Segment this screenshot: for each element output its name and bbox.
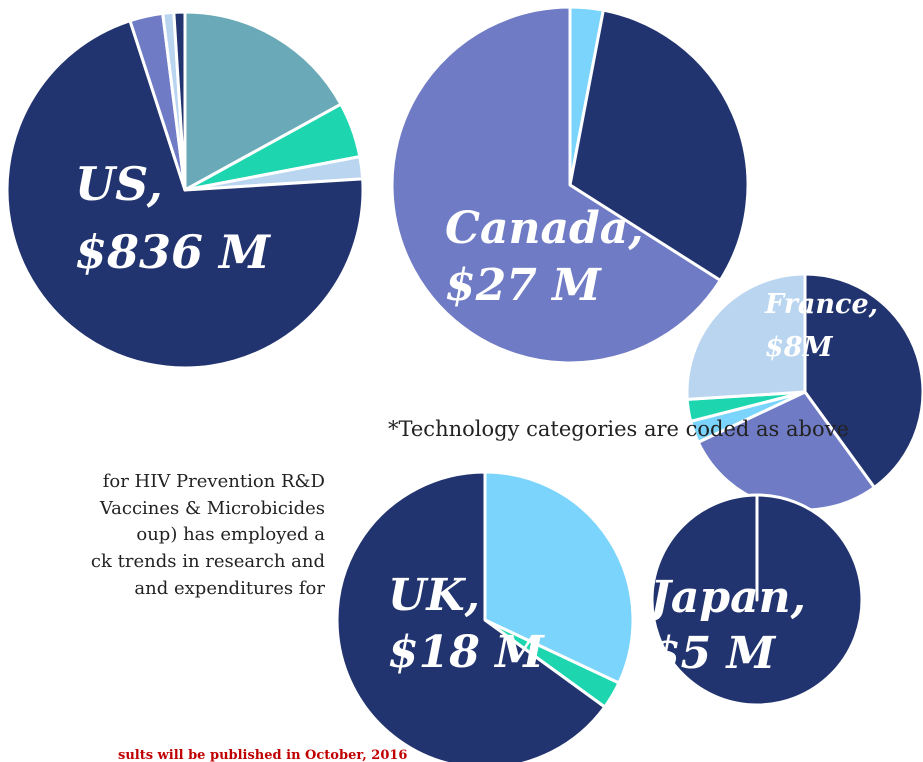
pie-slice [390,5,722,365]
paragraph-line: ck trends in research and [91,551,325,572]
pie-slice [183,10,343,192]
pie-label: $27 M [445,260,602,311]
notice: sults will be published in October, 2016 [118,748,407,762]
pie-label: US, [75,157,163,211]
pie-label: $18 M [388,627,545,678]
pie-slice [803,272,923,489]
pie-chart: Canada, $27 M [390,5,750,365]
pie-chart: France, $8M [685,272,923,512]
pie-slice [172,10,187,192]
pie-label: Canada, [445,203,644,254]
paragraph-line: oup) has employed a [136,524,325,545]
pie-label: $836 M [75,225,272,279]
pie-label: $5 M [650,628,777,679]
pie-label: Japan, [643,572,806,623]
pie-slice [335,470,607,762]
footnote: *Technology categories are coded as abov… [388,417,849,441]
pie-chart: UK, $18 M [335,470,635,762]
pie-slice [5,19,365,370]
paragraph-line: for HIV Prevention R&D [103,471,325,492]
paragraph: for HIV Prevention R&D Vaccines & Microb… [91,471,325,599]
pie-chart: Japan,$5 M [643,493,864,707]
pie-label: UK, [388,570,480,621]
pie-label: $8M [765,332,834,363]
pie-label: France, [764,289,878,320]
pie-slice [483,470,635,685]
pie-chart: US, $836 M [5,10,365,370]
pie-slice [685,272,807,401]
paragraph-line: Vaccines & Microbicides [99,498,325,519]
paragraph-line: and expenditures for [134,578,325,599]
